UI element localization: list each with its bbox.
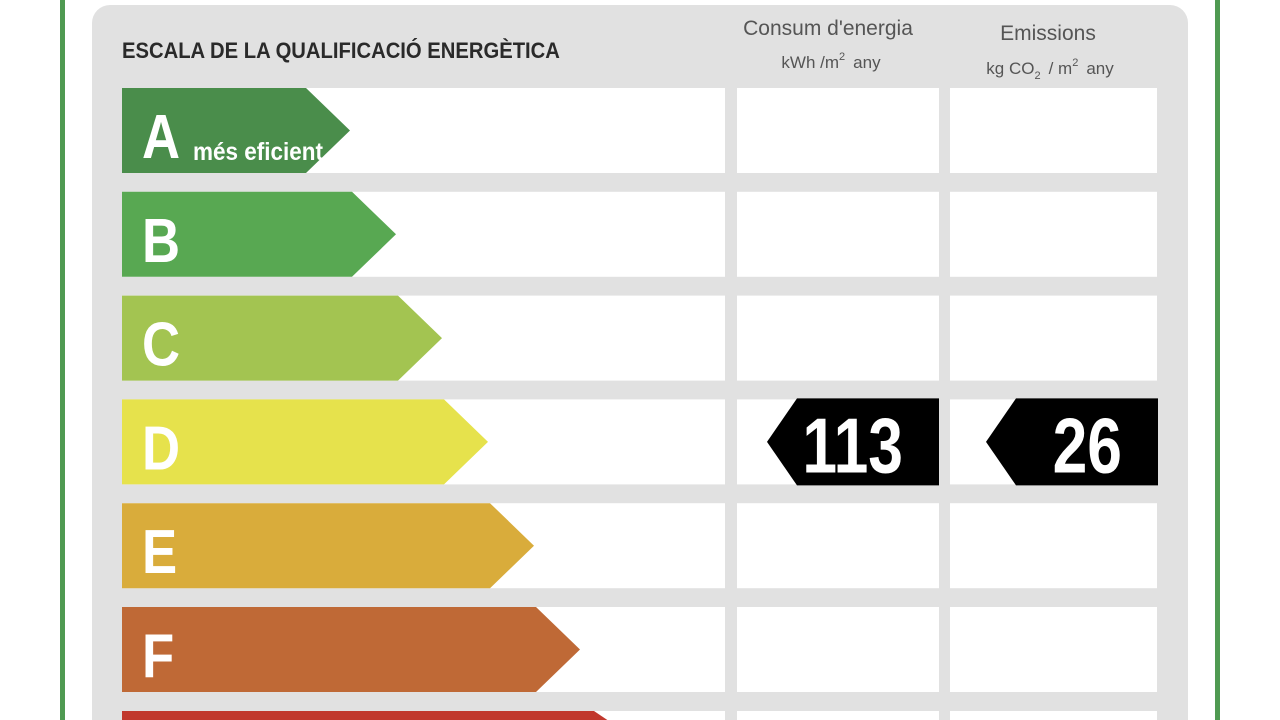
left-border xyxy=(60,0,65,720)
unit-sup: 2 xyxy=(839,51,845,63)
unit-part: kWh /m xyxy=(781,53,839,72)
rating-arrow xyxy=(122,88,350,173)
rating-arrow xyxy=(122,607,580,692)
row-box xyxy=(950,503,1157,589)
unit-part: any xyxy=(853,53,881,72)
value-label: 26 xyxy=(1053,402,1122,489)
column-unit: kWh /m2 any xyxy=(781,51,881,72)
value-label: 113 xyxy=(802,402,903,489)
title: ESCALA DE LA QUALIFICACIÓ ENERGÈTICA xyxy=(122,38,560,63)
row-box xyxy=(950,88,1157,173)
rating-arrow xyxy=(122,295,442,381)
rating-letter: A xyxy=(142,103,180,172)
rating-arrow xyxy=(122,711,608,720)
row-box xyxy=(950,711,1157,720)
rating-letter: E xyxy=(142,518,177,587)
row-box xyxy=(950,607,1157,692)
rating-letter: D xyxy=(142,414,180,483)
row-box xyxy=(950,295,1157,381)
right-border xyxy=(1215,0,1220,720)
rating-arrow xyxy=(122,399,488,485)
row-box xyxy=(737,295,939,381)
rating-note: més eficient xyxy=(193,138,323,166)
row-box xyxy=(950,191,1157,277)
unit-part: / m xyxy=(1049,59,1073,78)
unit-sub: 2 xyxy=(1034,70,1040,82)
row-box xyxy=(737,503,939,589)
rating-arrow xyxy=(122,503,534,589)
row-g xyxy=(122,711,1157,720)
row-box xyxy=(737,607,939,692)
row-box xyxy=(737,88,939,173)
column-title: Emissions xyxy=(1000,22,1096,45)
value-arrow xyxy=(767,398,939,486)
unit-sup: 2 xyxy=(1072,57,1078,69)
rating-letter: B xyxy=(142,207,180,276)
rating-letter: F xyxy=(142,622,174,691)
unit-part: kg CO xyxy=(986,59,1034,78)
column-unit: kg CO2/ m2 any xyxy=(986,57,1114,82)
unit-part: any xyxy=(1086,59,1114,78)
value-arrow xyxy=(986,398,1158,486)
rating-letter: C xyxy=(142,311,180,380)
column-title: Consum d'energia xyxy=(743,17,913,40)
rating-arrow xyxy=(122,191,396,277)
row-box xyxy=(737,711,939,720)
row-box xyxy=(737,191,939,277)
